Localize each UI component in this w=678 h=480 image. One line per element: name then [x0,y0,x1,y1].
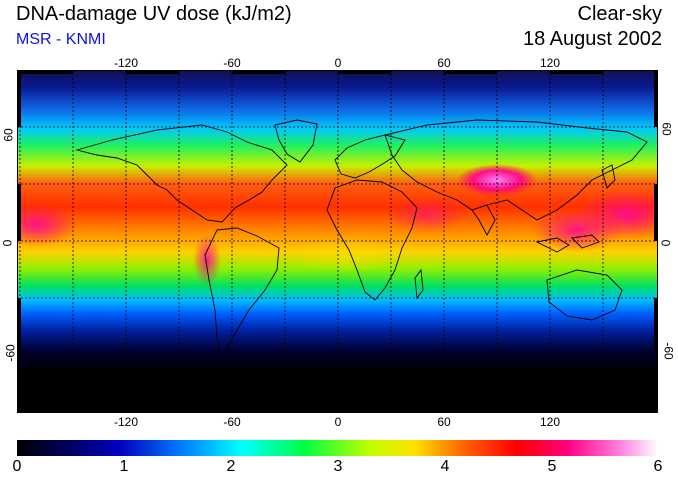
uv-maximum-indonesia [532,208,622,252]
lon-label-bottom: -120 [113,415,139,429]
date-label: 18 August 2002 [522,28,662,50]
lat-label-left: 60 [1,128,16,142]
lon-label-bottom: 0 [334,415,342,429]
sky-condition-label: Clear-sky [577,3,662,25]
lon-label-top: 0 [334,56,342,70]
lat-label-left: 0 [0,239,15,247]
colorbar-label: 0 [12,458,22,475]
lon-label-bottom: 120 [539,415,561,429]
map-title: DNA-damage UV dose (kJ/m2) [16,3,292,25]
colorbar-label: 5 [547,458,557,475]
lon-label-top: -60 [223,56,241,70]
map-frame [17,70,658,413]
lon-label-top: 60 [437,56,451,70]
colorbar-label: 2 [226,458,236,475]
lon-label-bottom: 60 [437,415,451,429]
graticule [17,70,658,413]
uv-maximum-west-pacific [17,203,77,247]
lat-label-right: 0 [658,239,673,247]
lon-label-top: 120 [539,56,561,70]
lat-label-right: -60 [661,342,676,360]
colorbar [17,440,658,456]
uv-dose-map [17,70,658,413]
source-label: MSR - KNMI [16,31,106,48]
lat-label-right: 60 [659,122,674,136]
uv-maximum-arabia [387,197,467,233]
lon-label-bottom: -60 [223,415,241,429]
colorbar-label: 6 [653,458,663,475]
uv-maximum-andes [193,234,221,286]
lat-label-left: -60 [3,344,18,362]
uv-mid-africa [287,237,407,273]
colorbar-label: 1 [119,458,129,475]
colorbar-gradient [17,440,658,456]
colorbar-label: 3 [333,458,343,475]
coastlines [75,119,648,362]
colorbar-label: 4 [440,458,450,475]
lon-label-top: -120 [113,56,139,70]
